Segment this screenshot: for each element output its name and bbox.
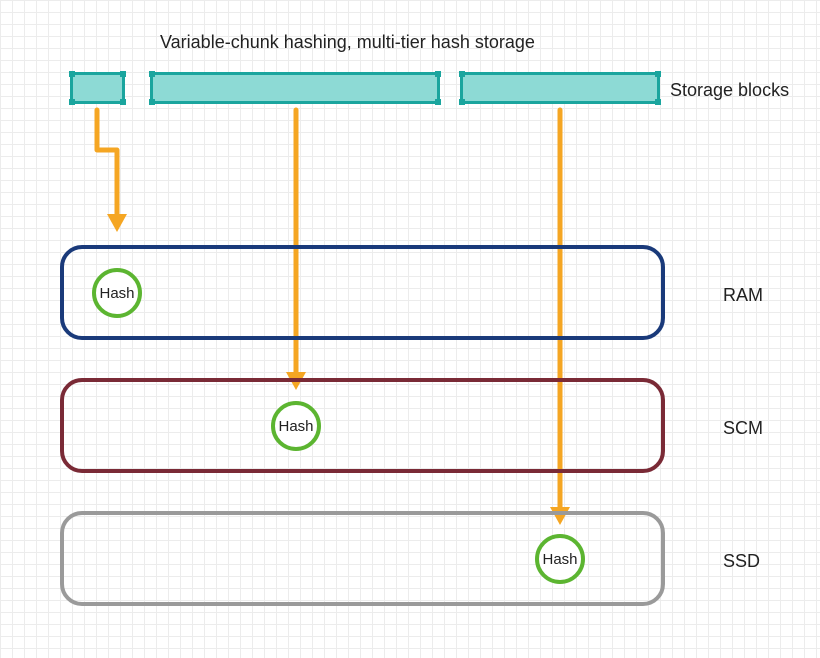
storage-block — [150, 72, 440, 104]
tier-ram — [60, 245, 665, 340]
storage-blocks-label: Storage blocks — [670, 80, 789, 101]
hash-node: Hash — [271, 401, 321, 451]
hash-node: Hash — [92, 268, 142, 318]
storage-block — [460, 72, 660, 104]
storage-block — [70, 72, 125, 104]
tier-scm — [60, 378, 665, 473]
hash-label: Hash — [99, 285, 134, 302]
tier-label-ram: RAM — [723, 285, 763, 306]
hash-label: Hash — [278, 418, 313, 435]
diagram-title: Variable-chunk hashing, multi-tier hash … — [160, 32, 535, 53]
tier-label-ssd: SSD — [723, 551, 760, 572]
diagram-canvas: Variable-chunk hashing, multi-tier hash … — [0, 0, 820, 658]
tier-label-scm: SCM — [723, 418, 763, 439]
hash-label: Hash — [542, 551, 577, 568]
hash-node: Hash — [535, 534, 585, 584]
